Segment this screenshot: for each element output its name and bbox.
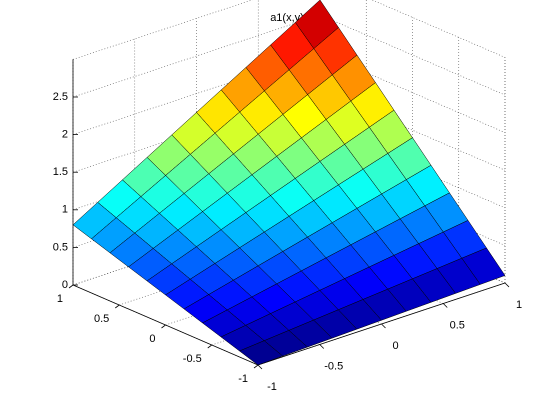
x-tick-label: -0.5 xyxy=(324,360,343,372)
y-tick-label: 1 xyxy=(57,293,63,305)
x-tick-label: 0.5 xyxy=(450,319,465,331)
chart-title: a1(x,y) xyxy=(270,12,304,24)
y-tick-label: 0 xyxy=(149,333,155,345)
y-tick xyxy=(207,344,212,349)
x-tick-label: 1 xyxy=(516,299,522,311)
y-tick xyxy=(68,284,74,289)
x-tick xyxy=(257,364,263,370)
x-tick xyxy=(381,323,386,329)
x-tick-label: 0 xyxy=(392,340,398,352)
z-tick-label: 0 xyxy=(62,279,68,291)
z-tick-label: 2.5 xyxy=(53,91,68,103)
x-tick xyxy=(319,344,325,349)
x-tick xyxy=(442,303,448,308)
x-tick-label: -1 xyxy=(267,381,277,393)
surface-patch xyxy=(239,340,284,366)
y-tick xyxy=(253,364,259,369)
y-tick-label: 0.5 xyxy=(94,313,109,325)
z-tick-label: 1 xyxy=(62,204,68,216)
grid-line xyxy=(72,14,321,98)
y-tick-label: -0.5 xyxy=(183,353,202,365)
y-tick xyxy=(115,304,120,309)
z-tick-label: 1.5 xyxy=(53,166,68,178)
z-tick-label: 0.5 xyxy=(53,241,68,253)
x-tick xyxy=(504,282,510,288)
grid-line xyxy=(319,14,506,96)
z-tick-label: 2 xyxy=(62,129,68,141)
y-tick xyxy=(161,324,166,329)
y-tick-label: -1 xyxy=(238,373,248,385)
